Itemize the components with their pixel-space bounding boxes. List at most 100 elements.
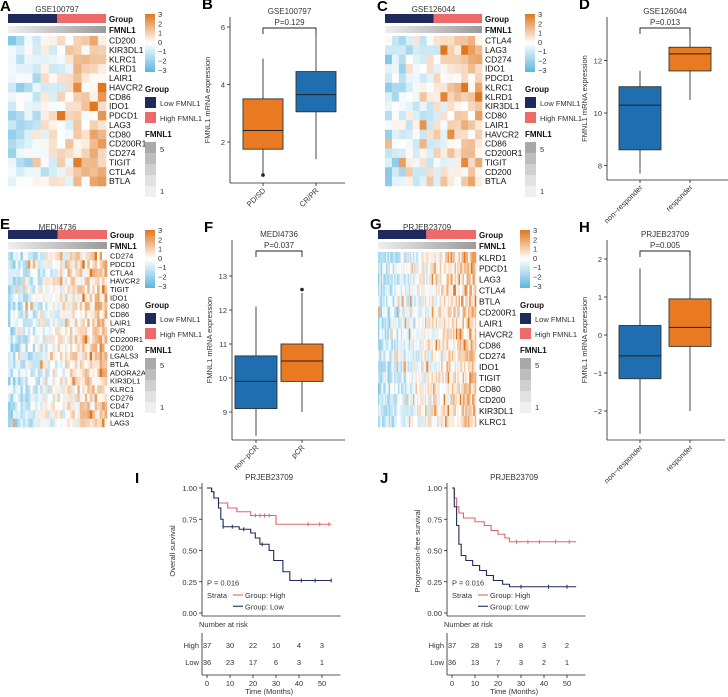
heatmap-cell <box>32 54 41 65</box>
heatmap-cell <box>399 317 402 329</box>
heatmap-cell <box>430 394 432 406</box>
heatmap-cell <box>405 92 414 102</box>
heatmap-cell <box>94 268 98 278</box>
heatmap-cell <box>380 361 383 373</box>
heatmap-cell <box>27 260 31 269</box>
heatmap-cell <box>471 328 474 340</box>
group-legend-title: Group <box>145 301 169 310</box>
heatmap-cell <box>99 277 103 286</box>
heatmap-cell <box>470 361 473 373</box>
heatmap-cell <box>87 293 90 303</box>
heatmap-cell <box>423 284 426 297</box>
heatmap-cell <box>32 120 41 131</box>
heatmap-cell <box>414 405 416 417</box>
heatmap-cell <box>398 101 407 112</box>
heatmap-cell <box>48 120 58 131</box>
heatmap-cell <box>32 285 36 294</box>
heatmap-cell <box>50 377 53 386</box>
heatmap-cell <box>55 260 58 269</box>
heatmap-cell <box>24 120 33 131</box>
heatmap-cell <box>447 139 455 149</box>
heatmap-cell <box>457 252 459 264</box>
heatmap-cell <box>99 285 103 294</box>
heatmap-cell <box>470 394 473 406</box>
heatmap-cell <box>407 394 410 406</box>
heatmap-cell <box>27 343 31 353</box>
heatmap-cell <box>455 317 458 329</box>
heatmap-cell <box>442 372 445 384</box>
gene-label: KLRD1 <box>479 253 507 263</box>
heatmap-cell <box>443 295 446 307</box>
heatmap-cell <box>414 361 416 373</box>
heatmap-cell <box>12 360 16 369</box>
heatmap-cell <box>82 418 86 428</box>
heatmap-cell <box>81 101 90 112</box>
heatmap-cell <box>463 416 466 428</box>
heatmap-cell <box>451 383 454 395</box>
heatmap-cell <box>67 402 71 411</box>
heatmap-cell <box>16 101 25 112</box>
heatmap-cell <box>37 418 41 428</box>
color-scale-tick: 3 <box>158 10 162 19</box>
heatmap-cell <box>382 306 384 318</box>
heatmap-cell <box>67 410 71 419</box>
heatmap-cell <box>97 343 100 353</box>
heatmap-cell <box>384 328 387 340</box>
heatmap-cell <box>102 302 105 311</box>
heatmap-cell <box>395 284 398 297</box>
heatmap-cell <box>47 368 51 378</box>
heatmap-cell <box>403 284 406 297</box>
heatmap-cell <box>102 293 105 303</box>
heatmap-cell <box>402 405 404 417</box>
heatmap-cell <box>57 393 61 403</box>
heatmap-cell <box>433 416 435 428</box>
heatmap-cell <box>459 328 462 340</box>
heatmap-cell <box>57 64 66 74</box>
heatmap-cell <box>449 328 451 340</box>
heatmap-cell <box>455 361 458 373</box>
heatmap-cell <box>82 335 86 344</box>
heatmap-cell <box>410 405 412 417</box>
heatmap-cell <box>399 405 402 417</box>
heatmap-cell <box>62 418 66 428</box>
heatmap-cell <box>40 139 50 149</box>
gene-label: PDCD1 <box>479 264 508 274</box>
heatmap-cell <box>79 268 83 278</box>
heatmap-cell <box>37 260 41 269</box>
heatmap-cell <box>391 306 394 318</box>
heatmap-cell <box>380 405 383 417</box>
heatmap-cell <box>412 45 420 56</box>
heatmap-cell <box>469 416 471 428</box>
heatmap-cell <box>24 82 33 93</box>
heatmap-cell <box>422 273 424 286</box>
heatmap-cell <box>426 45 434 56</box>
heatmap-cell <box>77 302 81 311</box>
heatmap-cell <box>430 361 432 373</box>
heatmap-cell <box>407 306 410 318</box>
heatmap-cell <box>438 394 441 406</box>
heatmap-cell <box>40 120 50 131</box>
x-axis-label: Time (Months) <box>490 687 539 696</box>
boxplot-title: GSE100797 <box>268 7 312 16</box>
heatmap-cell <box>65 64 74 74</box>
heatmap-cell <box>422 328 424 340</box>
heatmap-cell <box>474 383 477 395</box>
heatmap-cell <box>77 418 81 428</box>
group-annotation-label: Group <box>109 15 133 24</box>
heatmap-cell <box>47 385 51 394</box>
heatmap-cell <box>73 36 82 46</box>
heatmap-cell <box>411 262 414 275</box>
heatmap-cell <box>437 317 439 329</box>
heatmap-cell <box>17 343 21 353</box>
heatmap-cell <box>59 335 63 344</box>
heatmap-cell <box>35 335 38 344</box>
heatmap-cell <box>399 361 402 373</box>
heatmap-cell <box>92 360 95 369</box>
heatmap-cell <box>55 335 58 344</box>
heatmap-cell <box>471 394 474 406</box>
heatmap-cell <box>443 372 446 384</box>
heatmap-cell <box>391 36 400 46</box>
heatmap-cell <box>57 360 61 369</box>
heatmap-cell <box>454 252 457 264</box>
heatmap-cell <box>475 101 483 112</box>
